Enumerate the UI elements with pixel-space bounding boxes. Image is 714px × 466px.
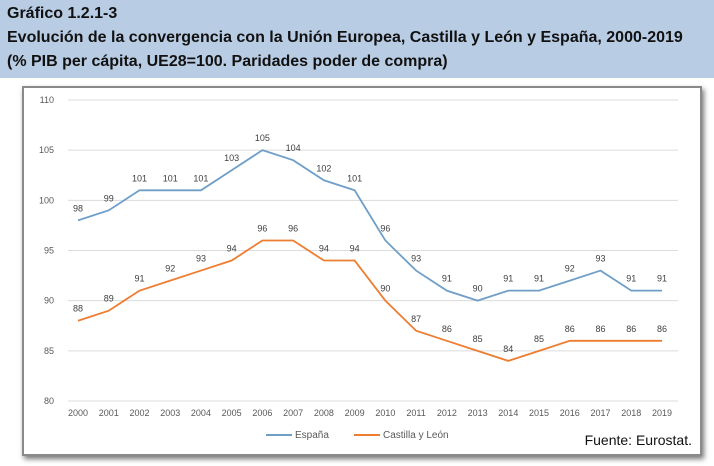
- chart-frame: 80 85 90 95 100 105 110 2000 2001 2002 2003 2004 200…: [22, 86, 702, 456]
- x-tick-label: 2011: [406, 408, 425, 418]
- x-tick-label: 2006: [252, 408, 272, 418]
- x-tick-label: 2004: [191, 408, 211, 418]
- x-tick-label: 2013: [468, 408, 488, 418]
- chart-title: Evolución de la convergencia con la Unió…: [7, 29, 683, 46]
- data-label: 90: [473, 284, 483, 294]
- series-line-espana: [77, 149, 662, 302]
- y-tick-label: 85: [44, 346, 54, 356]
- x-tick-label: 2008: [314, 408, 334, 418]
- x-tick-label: 2016: [560, 408, 580, 418]
- chart-subtitle: (% PIB per cápita, UE28=100. Paridades p…: [7, 53, 448, 70]
- x-tick-label: 2009: [345, 408, 365, 418]
- series-line-castilla-y-leon: [77, 239, 662, 362]
- x-tick-label: 2000: [68, 408, 88, 418]
- data-label: 87: [411, 314, 421, 324]
- x-tick-label: 2017: [591, 408, 611, 418]
- source-note: Fuente: Eurostat.: [584, 432, 692, 448]
- data-label: 84: [503, 344, 513, 354]
- data-label: 86: [565, 324, 575, 334]
- header-band: Gráfico 1.2.1-3 Evolución de la converge…: [0, 0, 714, 78]
- data-label: 86: [657, 324, 667, 334]
- data-label: 85: [473, 334, 483, 344]
- x-tick-label: 2005: [222, 408, 242, 418]
- line-chart: 80 85 90 95 100 105 110 2000 2001 2002 2003 2004 200…: [39, 95, 678, 441]
- data-label: 92: [165, 264, 175, 274]
- legend-label: Castilla y León: [383, 430, 449, 441]
- y-tick-label: 90: [44, 296, 54, 306]
- data-label: 92: [565, 264, 575, 274]
- x-tick-label: 2012: [437, 408, 457, 418]
- data-label: 99: [104, 193, 114, 203]
- data-label: 94: [227, 244, 237, 254]
- x-tick-label: 2010: [375, 408, 395, 418]
- data-label: 101: [163, 173, 178, 183]
- data-label: 85: [534, 334, 544, 344]
- data-label: 105: [255, 133, 270, 143]
- data-label: 90: [380, 284, 390, 294]
- data-label: 93: [196, 254, 206, 264]
- x-tick-label: 2002: [129, 408, 149, 418]
- data-label: 89: [104, 294, 114, 304]
- data-label: 94: [350, 244, 360, 254]
- data-label: 91: [534, 274, 544, 284]
- data-label: 96: [380, 223, 390, 233]
- data-label: 91: [503, 274, 513, 284]
- data-label: 96: [257, 223, 267, 233]
- data-label: 86: [626, 324, 636, 334]
- data-label: 101: [193, 173, 208, 183]
- x-tick-label: 2001: [99, 408, 119, 418]
- y-tick-label: 110: [40, 95, 54, 105]
- x-tick-label: 2007: [283, 408, 303, 418]
- data-label: 93: [411, 254, 421, 264]
- data-label: 103: [224, 153, 239, 163]
- data-label: 104: [286, 143, 301, 153]
- data-label: 98: [73, 203, 83, 213]
- data-label: 93: [596, 254, 606, 264]
- x-tick-label: 2018: [621, 408, 641, 418]
- y-tick-label: 105: [39, 145, 54, 155]
- x-tick-label: 2014: [498, 408, 518, 418]
- chart-code: Gráfico 1.2.1-3: [7, 5, 118, 22]
- data-label: 94: [319, 244, 329, 254]
- legend-label: España: [295, 430, 329, 441]
- data-label: 96: [288, 223, 298, 233]
- data-label: 91: [657, 274, 667, 284]
- data-label: 101: [347, 173, 362, 183]
- data-label: 88: [73, 304, 83, 314]
- y-tick-label: 80: [44, 396, 54, 406]
- data-label: 102: [316, 163, 331, 173]
- data-label: 91: [626, 274, 636, 284]
- x-tick-label: 2003: [160, 408, 180, 418]
- y-tick-label: 100: [39, 195, 54, 205]
- data-label: 101: [132, 173, 147, 183]
- y-tick-label: 95: [44, 246, 54, 256]
- data-label: 91: [134, 274, 144, 284]
- x-tick-label: 2015: [529, 408, 549, 418]
- x-tick-label: 2019: [652, 408, 672, 418]
- data-label: 86: [596, 324, 606, 334]
- data-label: 91: [442, 274, 452, 284]
- data-label: 86: [442, 324, 452, 334]
